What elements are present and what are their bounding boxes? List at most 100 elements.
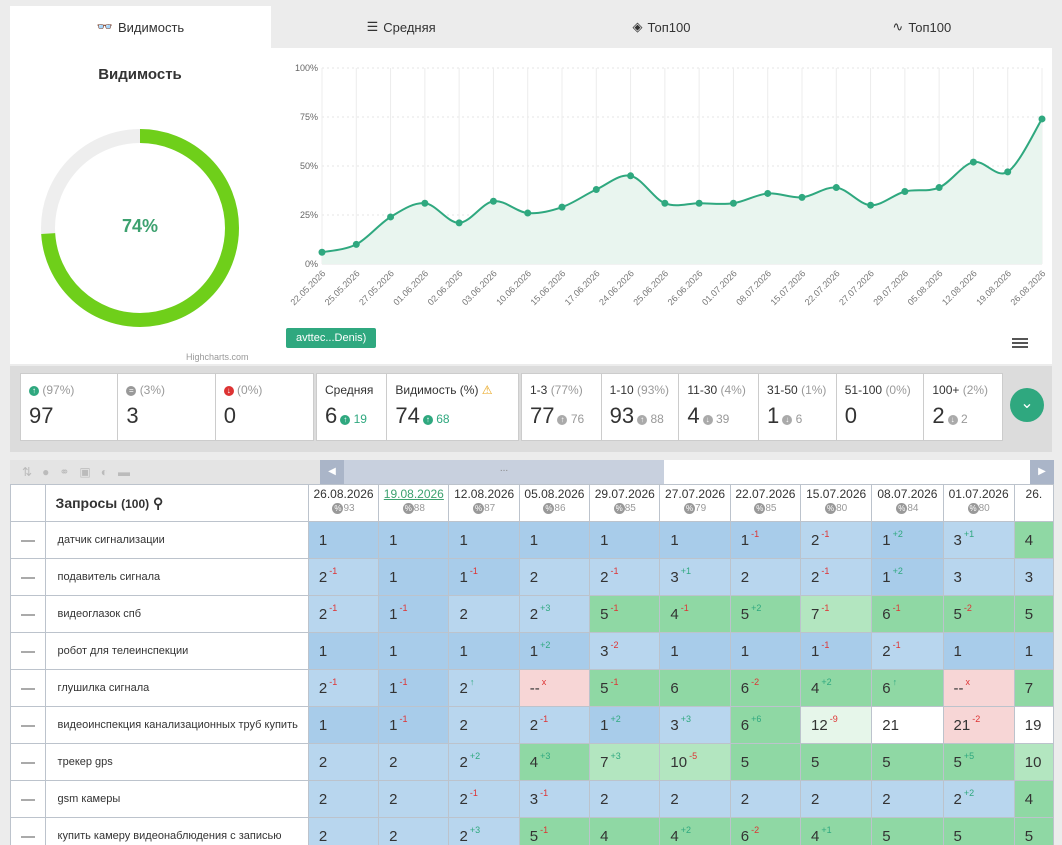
position-cell[interactable]: 1 -1 [378, 669, 450, 707]
position-cell[interactable]: 7 [1013, 669, 1054, 707]
position-cell[interactable]: 7 +3 [589, 743, 661, 781]
highcharts-credits[interactable]: Highcharts.com [186, 352, 249, 362]
data-point[interactable] [1004, 168, 1012, 176]
save-icon[interactable]: ▣ [79, 465, 91, 479]
tab-visibility[interactable]: 👓 Видимость [10, 6, 271, 48]
position-cell[interactable]: 3 -2 [589, 632, 661, 670]
date-column-header[interactable]: 08.07.2026% 84 [871, 484, 944, 522]
stat-range[interactable]: 1-3 (77%) 77 ↑ 76 [522, 374, 602, 440]
expand-stats-button[interactable]: ⌄ [1010, 388, 1044, 422]
date-column-header[interactable]: 12.08.2026% 87 [448, 484, 520, 522]
position-cell[interactable]: 1 [589, 521, 661, 559]
position-cell[interactable]: 1 [729, 632, 802, 670]
position-cell[interactable]: 1 [448, 632, 520, 670]
position-cell[interactable]: 2 [659, 780, 731, 818]
table-row[interactable]: датчик сигнализации 1 1 1 1 1 1 1 -1 2 -1 1 +2 3 +1 4 [10, 521, 1054, 559]
toggle-icon[interactable]: ● [42, 465, 50, 479]
position-cell[interactable]: 2 -1 [518, 706, 591, 744]
table-row[interactable]: gsm камеры 2 2 2 -1 3 -1 2 2 2 2 2 2 +2 4 [10, 780, 1054, 818]
scroll-track[interactable] [664, 460, 1030, 484]
position-cell[interactable]: 2 [448, 595, 520, 633]
tab-top100[interactable]: ◈ Топ100 [531, 6, 791, 48]
date-column-header[interactable]: 01.07.2026% 80 [942, 484, 1015, 522]
position-cell[interactable]: 1 +2 [871, 558, 944, 596]
date-column-header[interactable]: 15.07.2026% 80 [800, 484, 873, 522]
row-handle-icon[interactable] [10, 669, 46, 707]
table-row[interactable]: видеоинспекция канализационных труб купи… [10, 706, 1054, 744]
data-point[interactable] [901, 187, 909, 195]
keyword-cell[interactable]: gsm камеры [44, 780, 309, 818]
row-handle-icon[interactable] [10, 632, 46, 670]
stat-average[interactable]: Средняя 6 ↑ 19 [317, 374, 388, 440]
position-cell[interactable]: 1 [307, 521, 380, 559]
position-cell[interactable]: 5 -1 [589, 595, 661, 633]
position-cell[interactable]: 12 -9 [800, 706, 873, 744]
position-cell[interactable]: 3 -1 [518, 780, 591, 818]
table-row[interactable]: робот для телеинспекции 1 1 1 1 +2 3 -2 1 1 1 -1 2 -1… [10, 632, 1054, 670]
contrast-icon[interactable]: ◐ [100, 465, 108, 479]
position-cell[interactable]: 1 +2 [589, 706, 661, 744]
position-cell[interactable]: 4 [1013, 780, 1054, 818]
position-cell[interactable]: 5 [800, 743, 873, 781]
table-row[interactable]: подавитель сигнала 2 -1 1 1 -1 2 2 -1 3 +1 2 2 -1 1 +2 3… [10, 558, 1054, 596]
row-handle-icon[interactable] [10, 558, 46, 596]
position-cell[interactable]: 1 [942, 632, 1015, 670]
position-cell[interactable]: 4 [589, 817, 661, 845]
position-cell[interactable]: 5 -1 [589, 669, 661, 707]
keyword-cell[interactable]: купить камеру видеонаблюдения с записью [44, 817, 309, 845]
data-point[interactable] [832, 184, 840, 192]
position-cell[interactable]: 3 +1 [942, 521, 1015, 559]
date-column-header[interactable]: 26.08.2026% 93 [307, 484, 380, 522]
position-cell[interactable]: 2 [800, 780, 873, 818]
data-point[interactable] [867, 201, 875, 209]
position-cell[interactable]: 2 ↑ [448, 669, 520, 707]
position-cell[interactable]: 5 [1013, 595, 1054, 633]
stat-range[interactable]: 51-100 (0%) 0 [837, 374, 925, 440]
position-cell[interactable]: 2 [871, 780, 944, 818]
position-cell[interactable]: -- x [518, 669, 591, 707]
position-cell[interactable]: 2 -1 [800, 558, 873, 596]
position-cell[interactable]: 2 +2 [942, 780, 1015, 818]
position-cell[interactable]: 2 -1 [307, 595, 380, 633]
data-point[interactable] [935, 184, 943, 192]
tab-top100-dynamics[interactable]: ∿ Топ100 [792, 6, 1052, 48]
position-cell[interactable]: 6 [659, 669, 731, 707]
row-handle-icon[interactable] [10, 743, 46, 781]
position-cell[interactable]: 1 +2 [518, 632, 591, 670]
horizontal-scrollbar[interactable]: ◀ ... ▶ [320, 460, 1054, 484]
position-cell[interactable]: 2 [378, 817, 450, 845]
position-cell[interactable]: 5 [871, 817, 944, 845]
position-cell[interactable]: 5 [942, 817, 1015, 845]
sort-icon[interactable]: ⇅ [22, 465, 33, 479]
position-cell[interactable]: 5 [871, 743, 944, 781]
keyword-cell[interactable]: робот для телеинспекции [44, 632, 309, 670]
position-cell[interactable]: 2 [307, 780, 380, 818]
tab-average[interactable]: ☰ Средняя [271, 6, 531, 48]
table-row[interactable]: глушилка сигнала 2 -1 1 -1 2 ↑ -- x 5 -1 6 6 -2 4 +2 6 ↑ -… [10, 669, 1054, 707]
position-cell[interactable]: -- x [942, 669, 1015, 707]
position-cell[interactable]: 5 [1013, 817, 1054, 845]
search-icon[interactable]: ⚲ [153, 494, 164, 511]
position-cell[interactable]: 5 -2 [942, 595, 1015, 633]
position-cell[interactable]: 1 [307, 632, 380, 670]
position-cell[interactable]: 2 [378, 743, 450, 781]
data-point[interactable] [318, 248, 326, 256]
position-cell[interactable]: 1 [659, 632, 731, 670]
chart-menu-icon[interactable] [1012, 336, 1028, 350]
date-column-header[interactable]: 29.07.2026% 85 [589, 484, 661, 522]
stat-range[interactable]: 31-50 (1%) 1 ↓ 6 [759, 374, 837, 440]
position-cell[interactable]: 2 -1 [307, 669, 380, 707]
position-cell[interactable]: 1 -1 [448, 558, 520, 596]
position-cell[interactable]: 4 -1 [659, 595, 731, 633]
data-point[interactable] [627, 172, 635, 180]
position-cell[interactable]: 21 -2 [942, 706, 1015, 744]
position-cell[interactable]: 4 +2 [659, 817, 731, 845]
position-cell[interactable]: 2 +2 [448, 743, 520, 781]
position-cell[interactable]: 2 -1 [307, 558, 380, 596]
position-cell[interactable]: 1 [448, 521, 520, 559]
scroll-right-icon[interactable]: ▶ [1030, 460, 1054, 484]
position-cell[interactable]: 1 [518, 521, 591, 559]
position-cell[interactable]: 6 -2 [729, 817, 802, 845]
stat-range[interactable]: 11-30 (4%) 4 ↓ 39 [679, 374, 760, 440]
position-cell[interactable]: 1 [378, 632, 450, 670]
